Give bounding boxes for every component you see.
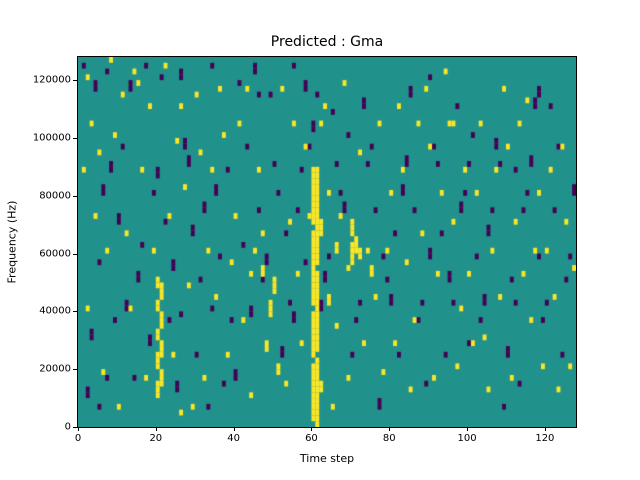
x-axis-label: Time step (299, 452, 355, 465)
x-tick-label: 40 (227, 433, 240, 444)
x-tick-mark (544, 427, 546, 431)
y-tick-label: 60000 (39, 248, 71, 260)
x-tick-mark (389, 427, 391, 431)
chart-title: Predicted : Gma (270, 34, 384, 50)
x-tick-label: 120 (535, 433, 555, 444)
x-tick-label: 20 (149, 433, 163, 444)
heatmap-canvas (78, 57, 576, 427)
y-tick-label: 20000 (39, 363, 71, 375)
y-axis-label: Frequency (Hz) (5, 200, 19, 284)
x-tick-mark (155, 427, 157, 431)
y-tick-mark (73, 137, 77, 139)
y-tick-mark (73, 80, 77, 82)
y-tick-mark (73, 195, 77, 197)
x-tick-label: 60 (305, 433, 318, 444)
y-tick-mark (73, 427, 77, 428)
x-tick-mark (311, 427, 313, 431)
y-tick-label: 80000 (39, 190, 71, 202)
y-tick-mark (73, 253, 77, 255)
x-tick-label: 0 (74, 433, 82, 444)
y-tick-label: 0 (64, 421, 71, 433)
x-tick-label: 100 (457, 433, 477, 444)
x-tick-label: 80 (382, 433, 396, 444)
y-tick-mark (73, 311, 77, 313)
y-tick-mark (73, 369, 77, 371)
x-tick-mark (78, 427, 79, 431)
x-tick-mark (467, 427, 469, 431)
x-tick-mark (233, 427, 235, 431)
y-tick-label: 100000 (32, 132, 71, 144)
y-tick-label: 120000 (32, 74, 71, 86)
plot-area (77, 56, 577, 428)
y-tick-label: 40000 (39, 305, 71, 317)
